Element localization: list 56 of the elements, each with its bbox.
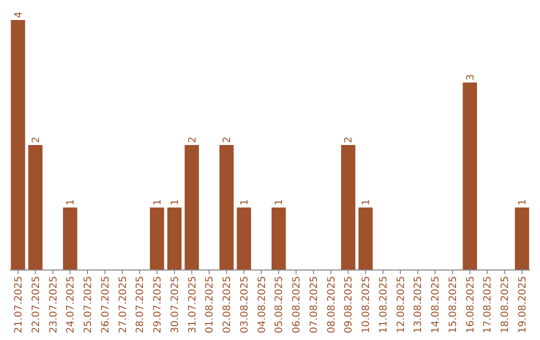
x-tick-label: 12.08.2025 [396,276,407,334]
data-label: 2 [30,136,42,143]
x-tick-label: 02.08.2025 [222,276,234,334]
bar [219,145,234,270]
data-label: 1 [170,199,181,206]
data-label: 2 [344,136,355,143]
bar [236,208,252,270]
data-label: 1 [152,199,164,206]
x-tick-label: 26.07.2025 [100,276,112,334]
data-label: 1 [66,199,77,206]
bar [150,208,164,270]
bar [28,145,42,270]
bar [462,82,477,270]
x-tick-label: 06.08.2025 [292,276,303,334]
x-tick-label: 16.08.2025 [465,276,476,334]
x-tick-label: 03.08.2025 [239,276,250,334]
x-tick-label: 29.07.2025 [152,276,164,334]
x-tick-label: 15.08.2025 [448,276,459,334]
bar [272,208,286,270]
x-tick-label: 18.08.2025 [500,276,512,334]
bar [10,20,26,270]
x-tick-label: 10.08.2025 [361,276,372,334]
x-tick-label: 25.07.2025 [83,276,94,334]
x-tick-label: 30.07.2025 [170,276,181,334]
bar [167,208,182,270]
x-tick-label: 13.08.2025 [413,276,424,334]
data-label: 4 [13,12,24,18]
data-label: 2 [222,136,234,143]
x-tick-label: 09.08.2025 [344,276,355,334]
data-label: 1 [239,199,250,206]
bar [63,208,78,270]
bar [341,145,356,270]
data-label: 1 [361,199,372,206]
data-label: 1 [518,199,529,206]
x-tick-label: 22.07.2025 [30,276,42,334]
x-tick-label: 04.08.2025 [256,276,268,334]
bar [184,145,199,270]
data-label: 3 [465,74,476,80]
x-tick-label: 08.08.2025 [326,276,338,334]
x-tick-label: 21.07.2025 [13,276,24,334]
x-tick-label: 31.07.2025 [187,276,198,334]
x-tick-label: 11.08.2025 [378,276,390,334]
x-tick-label: 14.08.2025 [430,276,442,334]
x-tick-label: 05.08.2025 [274,276,286,334]
bar [358,208,373,270]
data-label: 1 [274,199,286,206]
x-tick-label: 19.08.2025 [518,276,529,334]
x-tick-label: 23.07.2025 [48,276,60,334]
x-tick-label: 01.08.2025 [204,276,216,334]
x-tick-label: 07.08.2025 [308,276,320,334]
data-label: 2 [187,136,198,143]
bar [514,208,530,270]
x-tick-label: 17.08.2025 [482,276,494,334]
x-tick-label: 24.07.2025 [66,276,77,334]
x-tick-label: 28.07.2025 [135,276,146,334]
x-tick-label: 27.07.2025 [118,276,129,334]
